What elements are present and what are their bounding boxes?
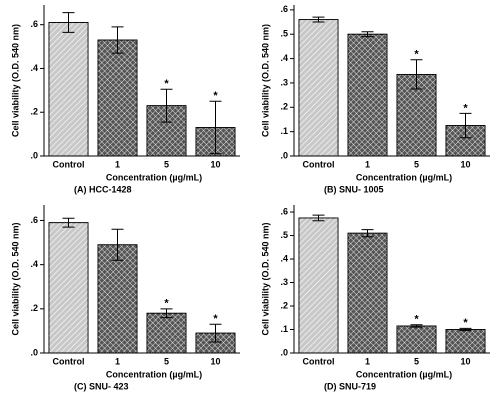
y-tick-label: .0 (280, 347, 288, 357)
significance-mark: * (164, 78, 169, 90)
panel-caption: (C) SNU- 423 (74, 381, 129, 391)
x-tick-label: 1 (365, 356, 370, 366)
error-bar (361, 31, 374, 38)
bar-hatch (298, 217, 339, 354)
chart-panel: .0 .1 .2 .3 .4 .5 .6 Control 1 * 5 * 10 Cell viabilit… (260, 205, 490, 391)
panel-caption: (D) SNU-719 (324, 381, 376, 391)
error-bar (111, 228, 124, 261)
bar-hatch (97, 39, 138, 157)
y-tick-label: .0 (280, 150, 288, 160)
significance-mark: * (463, 102, 468, 114)
y-tick-label: .6 (280, 4, 288, 14)
y-tick-label: .6 (30, 19, 38, 29)
significance-mark: * (414, 314, 419, 326)
bar-hatch (347, 33, 388, 157)
x-tick-label: 5 (414, 356, 419, 366)
y-axis-label: Cell viability (O.D. 540 nm) (260, 24, 270, 137)
bar-hatch (396, 325, 437, 354)
y-tick-label: .2 (280, 102, 288, 112)
significance-mark: * (414, 49, 419, 61)
significance-mark: * (164, 298, 169, 310)
chart-panel: .0 .1 .2 .3 .4 .5 .6 Control 1 * 5 * 10 Cell viabilit… (260, 4, 490, 194)
bar-hatch (445, 329, 486, 354)
y-tick-label: .5 (280, 29, 288, 39)
error-bar (209, 100, 222, 155)
axis-line (43, 205, 240, 354)
bar-hatch (146, 312, 187, 354)
bar-hatch (347, 232, 388, 354)
error-bar (459, 112, 472, 139)
significance-mark: * (213, 313, 218, 325)
y-tick-label: .3 (280, 77, 288, 87)
y-tick-label: .1 (280, 126, 288, 136)
error-bar (312, 214, 325, 222)
error-bar (62, 217, 75, 228)
x-tick-label: 10 (460, 356, 470, 366)
y-tick-label: .2 (30, 107, 38, 117)
bar-hatch (97, 244, 138, 354)
error-bar (312, 16, 325, 23)
axis-line (293, 205, 490, 354)
bar-hatch (48, 222, 89, 354)
x-tick-label: 5 (164, 159, 169, 169)
x-axis-label: Concentration (µg/mL) (106, 172, 202, 182)
panel-caption: (B) SNU- 1005 (324, 184, 384, 194)
error-bar (410, 324, 423, 328)
y-tick-label: .3 (280, 277, 288, 287)
error-bar (410, 59, 423, 90)
panel-caption: (A) HCC-1428 (74, 184, 132, 194)
x-tick-label: 5 (414, 159, 419, 169)
y-tick-label: .1 (280, 324, 288, 334)
axis-line (293, 5, 490, 157)
significance-mark: * (463, 317, 468, 329)
error-bar (160, 88, 173, 123)
y-tick-label: .2 (280, 300, 288, 310)
error-bar (62, 12, 75, 33)
y-tick-label: .4 (30, 63, 38, 73)
error-bar (459, 327, 472, 332)
x-tick-label: 10 (210, 356, 220, 366)
x-tick-label: 10 (460, 159, 470, 169)
x-tick-label: 5 (164, 356, 169, 366)
x-axis-label: Concentration (µg/mL) (356, 172, 452, 182)
x-tick-label: Control (53, 356, 85, 366)
x-tick-label: 10 (210, 159, 220, 169)
error-bar (160, 308, 173, 319)
y-tick-label: .5 (280, 230, 288, 240)
chart-panel: .0 .2 .4 .6 Control 1 * 5 * 10 Cell viability (O.D… (10, 205, 240, 391)
y-axis-label: Cell viability (O.D. 540 nm) (10, 222, 20, 335)
bar-hatch (298, 19, 339, 157)
x-tick-label: 1 (115, 159, 120, 169)
y-tick-label: .2 (30, 303, 38, 313)
x-tick-label: Control (303, 159, 335, 169)
x-tick-label: Control (303, 356, 335, 366)
error-bar (361, 229, 374, 238)
y-tick-label: .4 (30, 259, 38, 269)
y-tick-label: .0 (30, 347, 38, 357)
y-tick-label: .4 (280, 53, 288, 63)
error-bar (111, 26, 124, 54)
significance-mark: * (213, 90, 218, 102)
y-axis-label: Cell viability (O.D. 540 nm) (10, 24, 20, 137)
y-axis-label: Cell viability (O.D. 540 nm) (260, 222, 270, 335)
y-tick-label: .4 (280, 253, 288, 263)
x-axis-label: Concentration (µg/mL) (356, 369, 452, 379)
y-tick-label: .0 (30, 150, 38, 160)
y-tick-label: .6 (30, 215, 38, 225)
y-tick-label: .6 (280, 206, 288, 216)
x-tick-label: 1 (115, 356, 120, 366)
bar-hatch (48, 22, 89, 157)
axis-line (43, 5, 240, 157)
x-tick-label: 1 (365, 159, 370, 169)
chart-panel: .0 .2 .4 .6 Control 1 * 5 * 10 Cell viability (O.D… (10, 5, 240, 194)
x-tick-label: Control (53, 159, 85, 169)
x-axis-label: Concentration (µg/mL) (106, 369, 202, 379)
error-bar (209, 323, 222, 343)
